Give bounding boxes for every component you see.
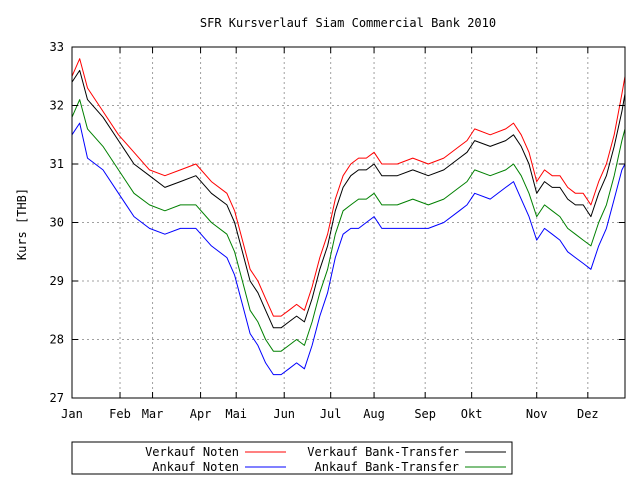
series-line-ankauf-bank-transfer [71, 99, 626, 352]
chart-title: SFR Kursverlauf Siam Commercial Bank 201… [200, 16, 496, 30]
x-tick-label: Mai [225, 407, 247, 421]
series-layer [71, 58, 626, 376]
x-tick-label: Aug [363, 407, 385, 421]
y-tick-label: 29 [50, 274, 64, 288]
y-axis-label: Kurs [THB] [15, 188, 29, 260]
grid [72, 47, 625, 398]
y-ticks: 27 28 29 30 31 32 33 [50, 40, 625, 405]
series-line-verkauf-bank-transfer [71, 69, 626, 329]
x-tick-label: Jan [61, 407, 83, 421]
y-tick-label: 31 [50, 157, 64, 171]
y-tick-label: 32 [50, 99, 64, 113]
x-tick-label: Okt [461, 407, 483, 421]
series-line-verkauf-noten [71, 58, 626, 317]
series-line-ankauf-noten [71, 122, 626, 376]
legend-label-ankauf-noten: Ankauf Noten [152, 460, 239, 474]
x-ticks: Jan Feb Mar Apr Mai Jun Jul Aug Sep Okt Nov Dez [61, 47, 599, 421]
y-tick-label: 27 [50, 391, 64, 405]
x-tick-label: Nov [526, 407, 548, 421]
y-tick-label: 28 [50, 333, 64, 347]
x-tick-label: Apr [190, 407, 212, 421]
x-tick-label: Jun [273, 407, 295, 421]
legend: Verkauf Noten Verkauf Bank-Transfer Anka… [71, 441, 513, 475]
legend-label-ankauf-bank-transfer: Ankauf Bank-Transfer [315, 460, 460, 474]
x-tick-label: Jul [320, 407, 342, 421]
legend-label-verkauf-noten: Verkauf Noten [145, 445, 239, 459]
x-tick-label: Sep [414, 407, 436, 421]
legend-label-verkauf-bank-transfer: Verkauf Bank-Transfer [307, 445, 459, 459]
x-tick-label: Dez [577, 407, 599, 421]
y-tick-label: 30 [50, 216, 64, 230]
legend-box [71, 441, 513, 475]
x-tick-label: Mar [142, 407, 164, 421]
x-tick-label: Feb [109, 407, 131, 421]
y-tick-label: 33 [50, 40, 64, 54]
